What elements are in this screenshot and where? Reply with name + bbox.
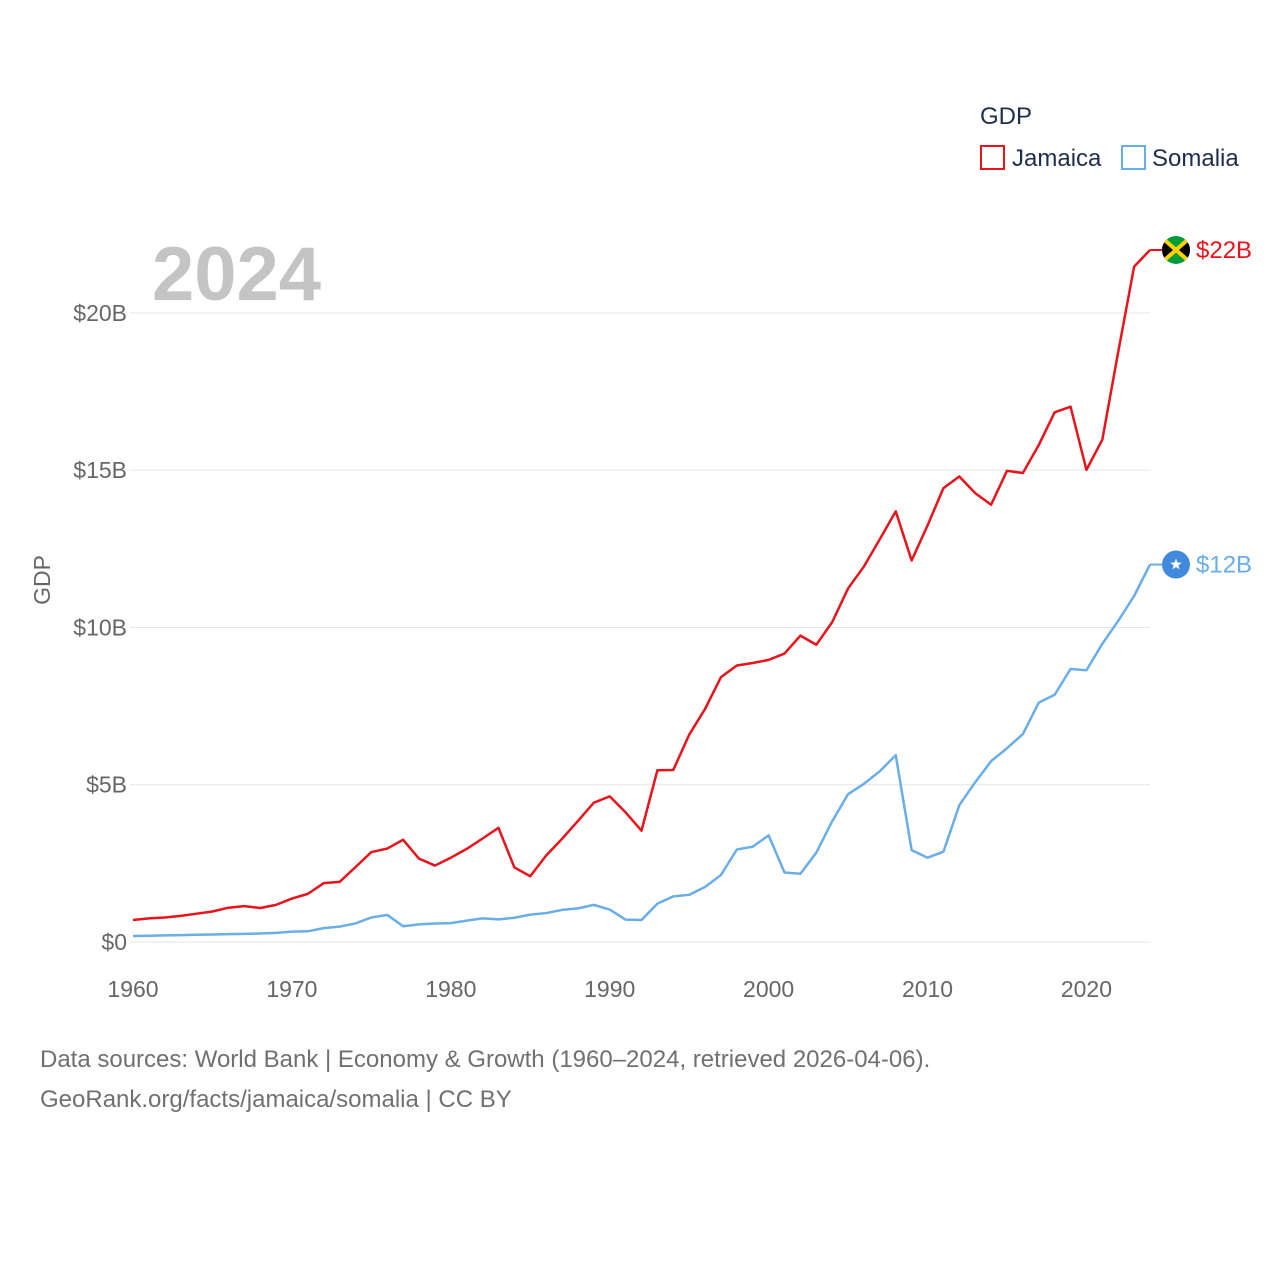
legend-item-somalia[interactable]: Somalia [1121, 145, 1239, 172]
series-line-jamaica [132, 249, 1151, 922]
x-tick-label: 2020 [1061, 976, 1112, 1002]
x-tick-label: 2010 [902, 976, 953, 1002]
x-tick-label: 1990 [584, 976, 635, 1002]
x-tick-label: 2000 [743, 976, 794, 1002]
source-url: GeoRank.org/facts/jamaica/somalia | CC B… [40, 1086, 512, 1113]
x-tick-label: 1980 [425, 976, 476, 1002]
x-axis-ticks: 1960 1970 1980 1990 2000 2010 2020 [107, 976, 1112, 1002]
y-tick-label: $5B [86, 772, 127, 798]
legend: GDP Jamaica Somalia [980, 103, 1239, 172]
legend-title: GDP [980, 103, 1032, 130]
y-axis-ticks: $0 $5B $10B $15B $20B [73, 300, 127, 955]
y-tick-label: $15B [73, 457, 127, 483]
end-label-jamaica: $22B [1196, 237, 1252, 264]
end-label-somalia: $12B [1196, 552, 1252, 579]
somalia-flag-icon [1162, 550, 1190, 579]
data-source-note: Data sources: World Bank | Economy & Gro… [40, 1046, 931, 1073]
y-tick-label: $10B [73, 614, 127, 640]
y-axis-title: GDP [29, 555, 55, 605]
legend-swatch-jamaica [980, 145, 1005, 170]
y-tick-label: $20B [73, 300, 127, 326]
legend-label-jamaica: Jamaica [1012, 145, 1102, 172]
series-end-markers: $22B $12B [1150, 236, 1252, 579]
series-lines [132, 249, 1152, 938]
series-line-somalia [132, 563, 1152, 938]
legend-swatch-somalia [1121, 145, 1146, 170]
legend-item-jamaica[interactable]: Jamaica [980, 145, 1102, 172]
x-tick-label: 1960 [107, 976, 158, 1002]
gridlines [130, 312, 1150, 943]
footer: Data sources: World Bank | Economy & Gro… [40, 1040, 930, 1120]
jamaica-flag-icon [1162, 236, 1190, 264]
y-tick-label: $0 [101, 929, 127, 955]
year-label: 2024 [152, 232, 321, 317]
legend-label-somalia: Somalia [1152, 145, 1239, 172]
x-tick-label: 1970 [266, 976, 317, 1002]
